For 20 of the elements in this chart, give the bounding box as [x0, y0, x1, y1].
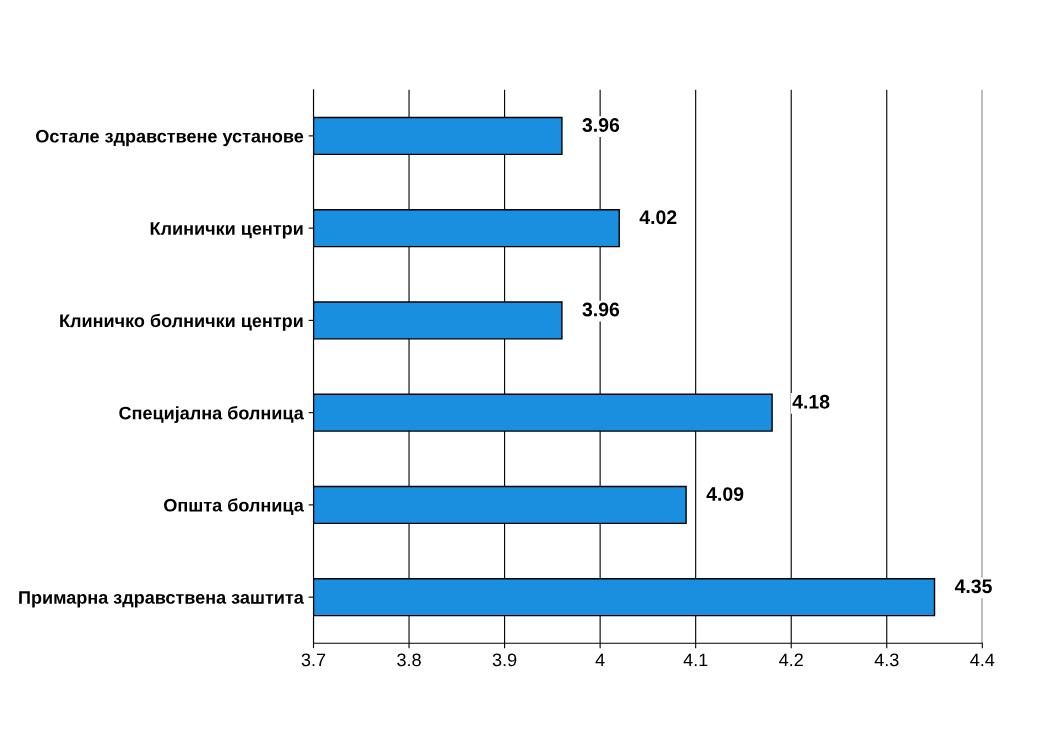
data-label: 4.09 — [706, 487, 744, 501]
data-label: 4.35 — [954, 579, 992, 594]
data-label: 3.96 — [582, 118, 620, 132]
data-label: 4.02 — [639, 210, 677, 225]
x-tick-label: 4.1 — [683, 653, 708, 667]
x-tick-label: 4 — [595, 653, 605, 667]
x-tick-label: 4.4 — [970, 653, 995, 667]
y-tick-label: Остале здравствене установе — [36, 129, 304, 147]
data-label: 4.18 — [792, 394, 830, 409]
x-tick-label: 4.3 — [874, 653, 899, 667]
y-tick-label: Клинички центри — [150, 222, 303, 239]
y-tick-label: Специјална болница — [119, 406, 304, 424]
x-tick-label: 3.7 — [301, 653, 326, 667]
x-tick-label: 4.2 — [779, 653, 803, 667]
x-tick-label: 3.9 — [492, 653, 517, 667]
y-tick-label: Општа болница — [164, 498, 304, 516]
y-tick-label: Примарна здравствена заштита — [19, 591, 304, 608]
y-tick-label: Клиничко болнички центри — [60, 313, 303, 331]
x-tick-label: 3.8 — [397, 653, 421, 667]
data-label: 3.96 — [582, 302, 620, 317]
